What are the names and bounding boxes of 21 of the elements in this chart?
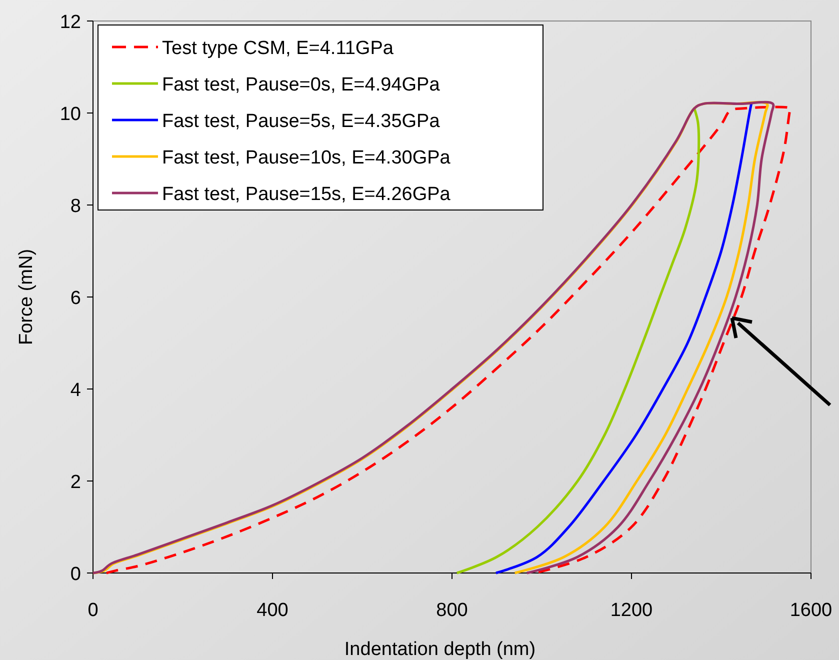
line-series: [494, 102, 753, 574]
y-tick-label: 6: [70, 288, 81, 309]
x-tick-label: 1200: [610, 600, 653, 621]
legend-label: Fast test, Pause=0s, E=4.94GPa: [162, 74, 440, 96]
y-tick-label: 8: [70, 196, 81, 217]
x-tick-label: 400: [256, 600, 288, 621]
legend-label: Fast test, Pause=5s, E=4.35GPa: [162, 111, 440, 132]
x-axis-title: Indentation depth (nm): [344, 639, 536, 660]
y-tick-label: 4: [70, 380, 82, 401]
x-tick-label: 1600: [790, 600, 832, 621]
y-axis-title: Force (mN): [16, 248, 37, 346]
legend-label: Fast test, Pause=15s, E=4.26GPa: [162, 184, 451, 205]
x-tick-label: 800: [436, 600, 468, 621]
x-tick-label: 0: [88, 600, 98, 621]
line-series: [456, 107, 700, 574]
legend-label: Test type CSM, E=4.11GPa: [162, 38, 394, 59]
y-tick-label: 10: [60, 104, 81, 125]
legend-label: Fast test, Pause=10s, E=4.30GPa: [162, 148, 451, 168]
y-tick-label: 2: [70, 472, 81, 493]
y-tick-label: 0: [70, 564, 81, 585]
y-tick-label: 12: [60, 12, 81, 33]
